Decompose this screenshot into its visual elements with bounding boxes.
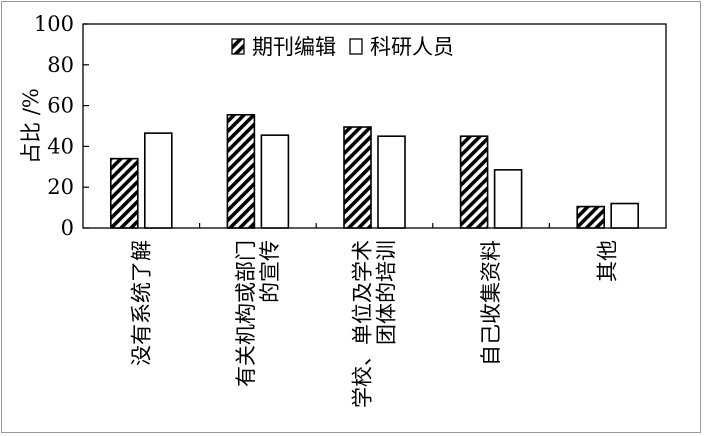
legend-swatch-researcher (349, 38, 363, 55)
legend-swatch-editor (231, 38, 245, 55)
bar-researcher-3 (493, 169, 523, 229)
bar-researcher-4 (610, 202, 640, 229)
category-labels: 没有系统了解 有关机构或部门 的宣传 学校、单位及学术 团体的培训 自己收集资料 其他 (129, 240, 619, 408)
y-tick-label: 80 (47, 53, 74, 77)
category-label: 有关机构或部门 (234, 240, 258, 387)
legend: 期刊编辑 科研人员 (231, 35, 454, 59)
legend-label-editor: 期刊编辑 (252, 35, 336, 59)
bar-researcher-0 (144, 132, 173, 229)
legend-label-researcher: 科研人员 (370, 35, 454, 59)
y-axis-label: 占比 /% (19, 88, 43, 164)
y-tick-label: 0 (61, 216, 74, 240)
bar-editor-4 (576, 205, 606, 229)
category-label: 自己收集资料 (479, 240, 503, 366)
bar-researcher-1 (260, 134, 290, 229)
plot-area (82, 23, 667, 229)
y-tick-label: 100 (34, 12, 74, 36)
bar-editor-1 (226, 113, 256, 229)
bar-editor-2 (343, 126, 372, 229)
category-label: 团体的培训 (375, 240, 399, 345)
y-tick-label: 60 (47, 94, 74, 118)
y-axis-ticks: 0 20 40 60 80 100 (34, 12, 89, 240)
bar-editor-3 (459, 135, 489, 229)
category-label: 的宣传 (258, 240, 282, 303)
category-label: 没有系统了解 (129, 240, 153, 366)
y-tick-label: 40 (47, 134, 74, 158)
bar-editor-0 (110, 157, 139, 229)
category-label: 学校、单位及学术 (351, 240, 375, 408)
category-label: 其他 (596, 240, 620, 282)
plot-border (82, 23, 667, 229)
bars-group (110, 113, 640, 229)
y-tick-label: 20 (47, 175, 74, 199)
bar-researcher-2 (377, 135, 406, 229)
